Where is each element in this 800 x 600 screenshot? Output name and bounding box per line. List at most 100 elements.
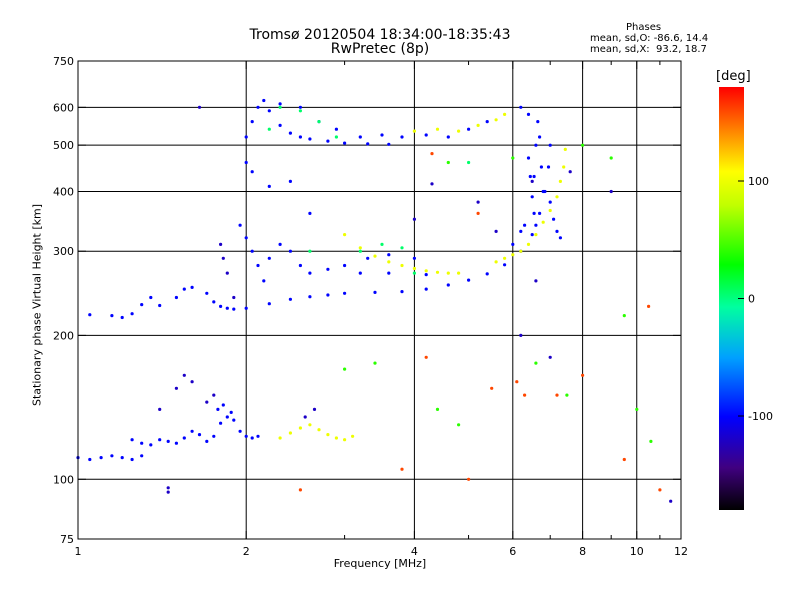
data-point bbox=[568, 170, 572, 174]
data-point bbox=[130, 312, 134, 316]
data-point bbox=[530, 179, 534, 183]
data-point bbox=[140, 441, 144, 445]
data-point bbox=[182, 373, 186, 377]
data-point bbox=[494, 118, 498, 122]
data-point bbox=[219, 304, 223, 308]
data-point bbox=[308, 271, 312, 275]
data-point bbox=[358, 135, 362, 139]
data-point bbox=[538, 211, 542, 215]
data-point bbox=[267, 109, 271, 113]
data-point bbox=[256, 105, 260, 109]
colorbar-tick-label: 0 bbox=[748, 293, 755, 306]
data-point bbox=[563, 147, 567, 151]
data-point bbox=[548, 355, 552, 359]
x-tick-label: 4 bbox=[411, 545, 418, 558]
data-point bbox=[476, 123, 480, 127]
data-point bbox=[387, 260, 391, 264]
plot-frame bbox=[77, 60, 682, 540]
data-point bbox=[457, 271, 461, 275]
data-point bbox=[267, 302, 271, 306]
data-point bbox=[546, 165, 551, 169]
colorbar-unit: [deg] bbox=[716, 69, 751, 84]
data-point bbox=[387, 142, 391, 146]
data-point bbox=[326, 139, 330, 143]
data-point bbox=[532, 211, 536, 215]
data-point bbox=[528, 174, 532, 179]
phases-x-line: mean, sd,X: 93.2, 18.7 bbox=[590, 44, 707, 55]
data-point bbox=[446, 135, 450, 139]
data-point bbox=[225, 271, 229, 275]
data-point bbox=[400, 246, 404, 250]
phases-summary: Phases mean, sd,O: -86.6, 14.4 mean, sd,… bbox=[590, 22, 708, 55]
data-point bbox=[166, 490, 170, 494]
data-point bbox=[412, 129, 416, 133]
data-point bbox=[182, 287, 186, 291]
data-point bbox=[358, 271, 362, 275]
data-point bbox=[548, 143, 552, 147]
data-point bbox=[298, 105, 302, 109]
data-point bbox=[278, 242, 282, 246]
data-point bbox=[351, 434, 355, 438]
data-point bbox=[519, 249, 523, 253]
data-point bbox=[244, 434, 248, 438]
data-point bbox=[343, 367, 347, 371]
x-tick-label: 8 bbox=[579, 545, 586, 558]
data-point bbox=[457, 423, 461, 427]
data-point bbox=[110, 454, 114, 458]
data-point bbox=[250, 170, 254, 174]
data-point bbox=[412, 217, 416, 221]
data-point bbox=[308, 295, 312, 299]
phases-heading: Phases bbox=[626, 22, 662, 33]
data-point bbox=[467, 477, 471, 481]
data-point bbox=[229, 410, 233, 414]
data-point bbox=[424, 355, 428, 359]
data-point bbox=[298, 135, 302, 139]
data-point bbox=[197, 105, 202, 109]
data-point bbox=[412, 271, 416, 275]
data-point bbox=[503, 112, 507, 116]
data-point bbox=[534, 361, 538, 365]
data-point bbox=[212, 434, 216, 438]
data-point bbox=[250, 436, 254, 440]
data-point bbox=[358, 249, 362, 253]
data-point bbox=[288, 249, 292, 253]
data-point bbox=[120, 315, 124, 320]
data-point bbox=[334, 436, 338, 440]
data-point bbox=[197, 433, 202, 437]
data-point bbox=[288, 431, 292, 435]
data-point bbox=[511, 156, 515, 160]
data-point bbox=[298, 263, 302, 268]
data-point bbox=[278, 105, 282, 109]
data-point bbox=[581, 143, 585, 147]
data-point bbox=[326, 433, 330, 437]
data-point bbox=[343, 438, 347, 442]
data-point bbox=[534, 223, 538, 227]
data-point bbox=[515, 380, 519, 384]
data-point bbox=[166, 439, 170, 443]
data-point bbox=[190, 380, 194, 384]
data-point bbox=[334, 135, 338, 139]
data-point bbox=[523, 393, 527, 397]
data-point bbox=[120, 456, 124, 460]
data-point bbox=[221, 403, 225, 407]
y-tick-label: 750 bbox=[53, 55, 74, 68]
data-point bbox=[400, 135, 404, 139]
data-point bbox=[467, 127, 471, 131]
y-tick-label: 300 bbox=[53, 245, 74, 258]
data-point bbox=[430, 182, 434, 186]
x-axis-label: Frequency [MHz] bbox=[333, 557, 427, 570]
data-point bbox=[212, 393, 216, 397]
data-point bbox=[238, 223, 242, 227]
data-point bbox=[250, 120, 254, 124]
data-point bbox=[232, 295, 236, 300]
data-point bbox=[424, 287, 428, 291]
data-point bbox=[267, 127, 271, 131]
y-tick-label: 100 bbox=[53, 473, 74, 486]
data-point bbox=[555, 393, 559, 397]
data-point bbox=[244, 306, 248, 310]
data-point bbox=[622, 314, 626, 318]
data-point bbox=[174, 386, 178, 390]
data-point bbox=[539, 165, 544, 169]
x-tick-label: 6 bbox=[509, 545, 516, 558]
